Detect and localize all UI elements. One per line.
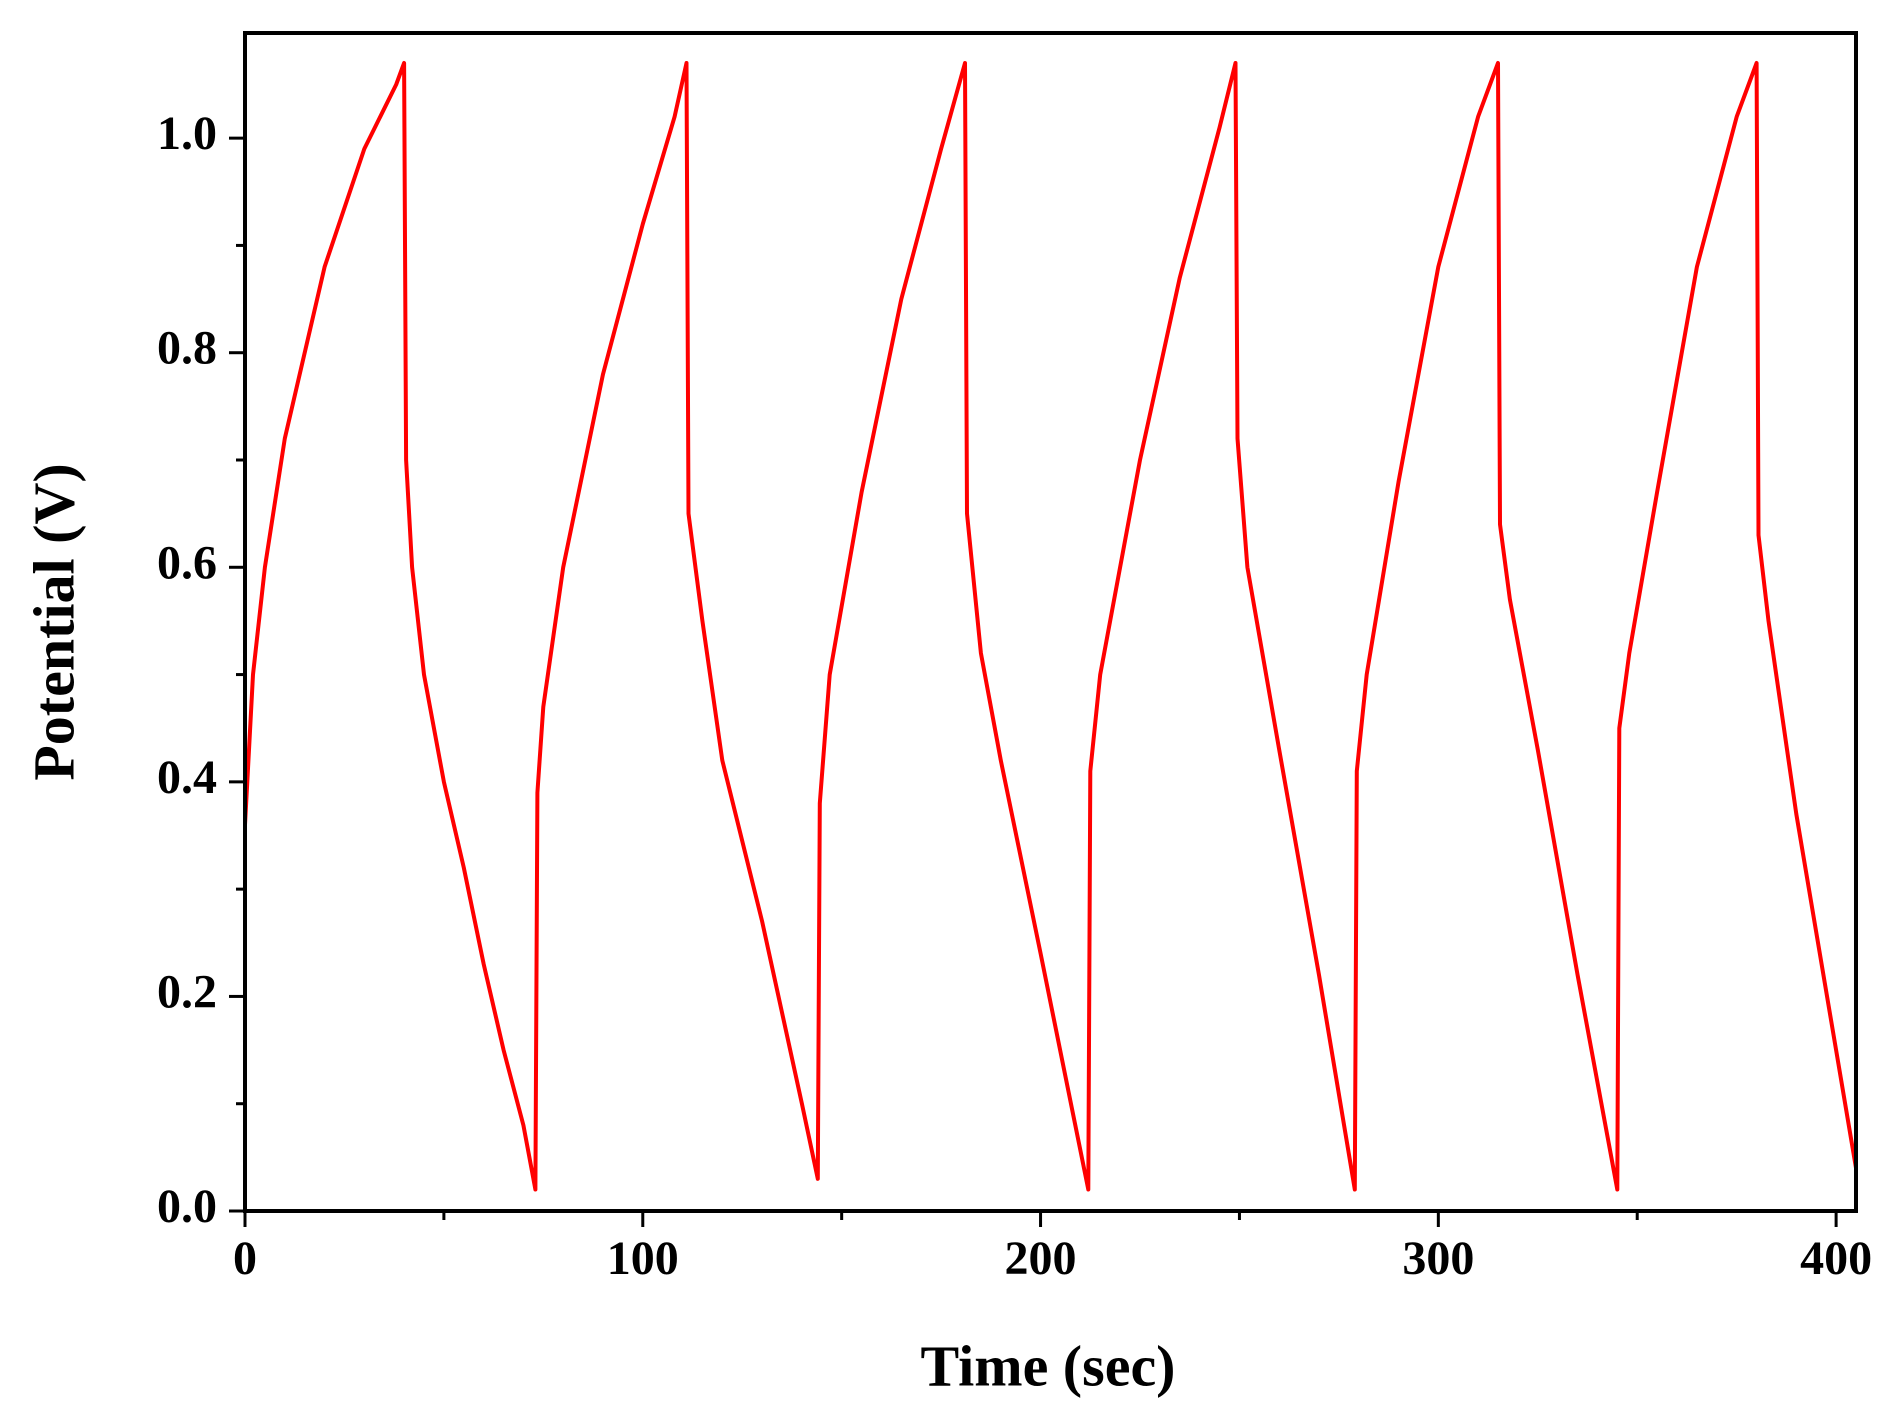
x-tick-label: 0 xyxy=(233,1232,257,1285)
plot-frame xyxy=(243,31,1858,1213)
y-tick-label: 0.8 xyxy=(157,322,217,375)
y-tick-label: 0.6 xyxy=(157,536,217,589)
x-tick-label: 100 xyxy=(607,1232,679,1285)
x-tick-label: 400 xyxy=(1800,1232,1872,1285)
y-axis-title: Potential (V) xyxy=(21,463,86,780)
x-tick-label: 300 xyxy=(1402,1232,1474,1285)
y-tick-label: 0.4 xyxy=(157,751,217,804)
x-tick-label: 200 xyxy=(1005,1232,1077,1285)
line xyxy=(243,61,1858,1192)
y-tick-label: 1.0 xyxy=(157,107,217,160)
y-tick-label: 0.2 xyxy=(157,965,217,1018)
y-tick-label: 0.0 xyxy=(157,1180,217,1233)
x-axis-title: Time (sec) xyxy=(921,1333,1176,1398)
